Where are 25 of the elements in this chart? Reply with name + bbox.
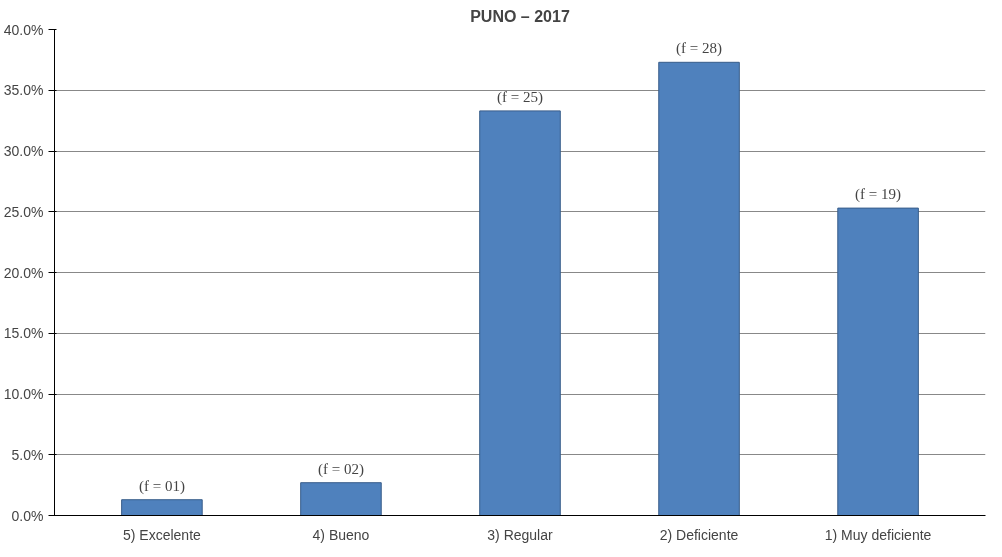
annotation: (f = 01) <box>138 477 185 495</box>
chart-title: PUNO – 2017 <box>470 7 570 25</box>
annotation: (f = 19) <box>855 186 902 204</box>
y-tick-label: 35.0% <box>3 82 44 99</box>
x-tick-label: 3) Regular <box>487 526 554 543</box>
bar <box>837 207 919 516</box>
y-tick-label: 0.0% <box>11 507 44 524</box>
y-tick-label: 15.0% <box>3 325 44 342</box>
bar <box>300 482 382 516</box>
y-tick-label: 20.0% <box>3 264 44 281</box>
bar <box>658 61 740 516</box>
x-tick-label: 1) Muy deficiente <box>824 526 932 543</box>
annotation: (f = 25) <box>497 88 543 106</box>
x-tick-label: 4) Bueno <box>312 526 370 543</box>
annotation: (f = 28) <box>676 40 723 58</box>
x-tick-label: 5) Excelente <box>123 526 202 543</box>
y-tick-label: 40.0% <box>3 21 44 38</box>
y-tick-label: 5.0% <box>11 446 44 463</box>
bar <box>121 499 203 516</box>
annotation: (f = 02) <box>317 460 364 478</box>
x-tick-label: 2) Deficiente <box>659 526 739 543</box>
bar <box>479 110 561 516</box>
y-tick-label: 10.0% <box>3 386 44 402</box>
y-tick-label: 30.0% <box>3 143 44 159</box>
y-tick-label: 25.0% <box>3 203 44 220</box>
